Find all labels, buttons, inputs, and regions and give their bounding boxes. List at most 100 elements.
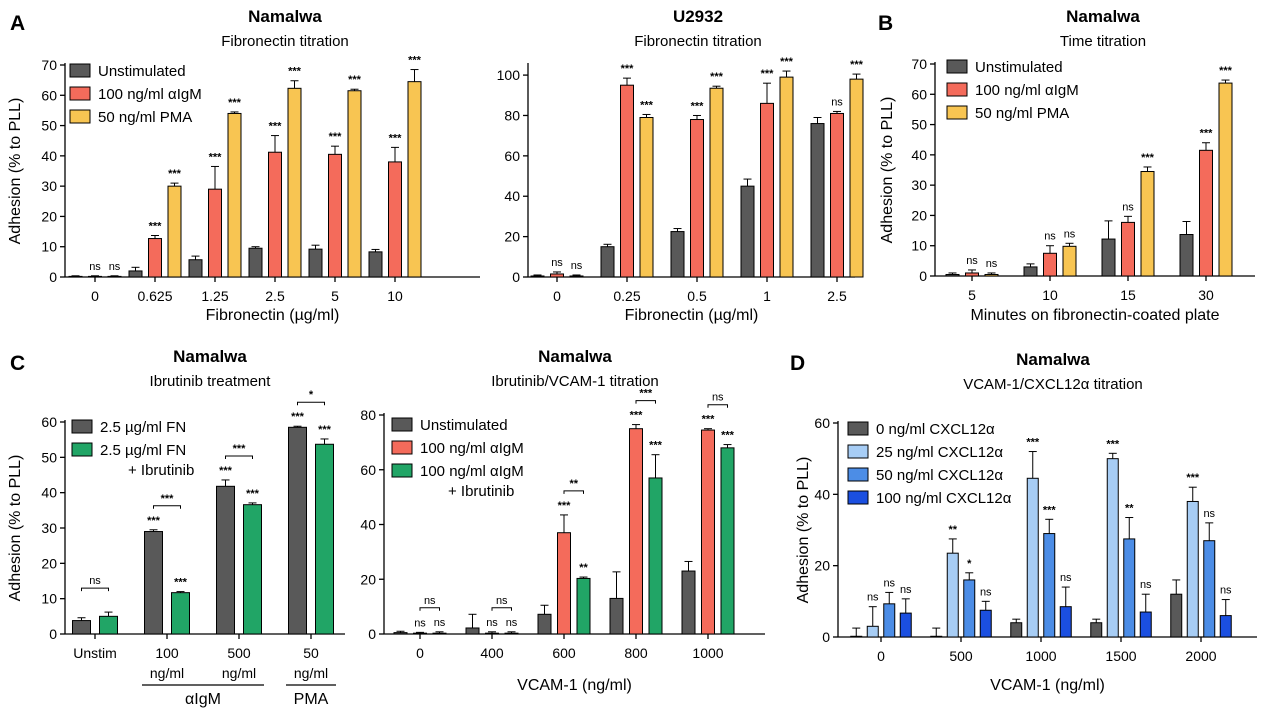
bracket-label: *** [639, 388, 653, 400]
y-tick-label: 60 [504, 148, 520, 164]
bar [760, 102, 774, 278]
y-tick-label: 40 [360, 517, 376, 533]
bar [550, 273, 564, 278]
y-tick-label: 10 [41, 591, 57, 607]
significance-label: ns [414, 617, 426, 629]
comparison-bracket [635, 400, 656, 404]
bar [963, 579, 976, 638]
significance-label: *** [630, 410, 644, 422]
bar [629, 428, 643, 635]
bar [965, 272, 979, 277]
legend-label: 25 ng/ml CXCL12α [876, 444, 1003, 461]
y-tick-label: 60 [41, 87, 57, 103]
x-tick-label: 0.625 [137, 288, 172, 304]
x-tick-label: 0 [877, 648, 885, 664]
panel-label-a: A [10, 12, 25, 35]
panel-label-d: D [790, 352, 805, 375]
bracket-label: ns [89, 575, 101, 587]
chart-subtitle: Time titration [1060, 33, 1146, 50]
legend-swatch [69, 109, 91, 124]
y-tick-label: 50 [911, 117, 927, 133]
bar [208, 188, 222, 278]
bar [485, 632, 499, 635]
x-tick-sublabel: ng/ml [150, 665, 184, 681]
bar [347, 90, 362, 278]
significance-label: *** [1026, 437, 1040, 449]
bar [227, 112, 242, 278]
y-tick-label: 40 [504, 188, 520, 204]
y-tick-label: 60 [911, 86, 927, 102]
significance-label: ns [831, 96, 843, 108]
bar [701, 429, 715, 635]
x-tick-label: 10 [387, 288, 403, 304]
bar [670, 231, 685, 278]
bar [537, 613, 552, 635]
significance-label: ns [966, 255, 978, 267]
significance-label: *** [1141, 152, 1155, 164]
significance-label: *** [1106, 438, 1120, 450]
bar [388, 161, 402, 278]
x-tick-label: 1 [763, 288, 771, 304]
y-tick-label: 40 [911, 147, 927, 163]
legend-label-line2: + Ibrutinib [128, 462, 194, 479]
significance-label: *** [408, 55, 422, 67]
y-tick-label: 40 [41, 485, 57, 501]
significance-label: *** [389, 132, 403, 144]
legend-swatch [847, 444, 869, 459]
significance-label: *** [329, 131, 343, 143]
bar [576, 577, 591, 635]
legend-label: 2.5 µg/ml FN [100, 442, 186, 459]
y-tick-label: 0 [368, 626, 376, 642]
x-tick-sublabel: ng/ml [294, 665, 328, 681]
bar [681, 570, 696, 635]
x-axis-label: Fibronectin (µg/ml) [625, 307, 759, 324]
significance-label: *** [558, 500, 572, 512]
bar [328, 153, 342, 278]
bar [984, 273, 999, 277]
group-label: αIgM [185, 691, 221, 708]
significance-label: ns [1203, 508, 1215, 520]
significance-label: *** [850, 59, 864, 71]
legend-label: 100 ng/ml αIgM [975, 82, 1079, 99]
bar [946, 552, 959, 638]
bar [639, 116, 654, 278]
bar [609, 597, 624, 635]
significance-label: ns [89, 261, 101, 273]
panel-label-b: B [878, 12, 893, 35]
x-tick-label: 800 [624, 645, 648, 661]
bar [72, 620, 91, 635]
significance-label: ns [506, 617, 518, 629]
significance-label: ns [1122, 201, 1134, 213]
chart-subtitle: Ibrutinib treatment [150, 373, 272, 390]
significance-label: ns [900, 584, 912, 596]
x-tick-label: 0 [416, 645, 424, 661]
legend-swatch [69, 86, 91, 101]
legend-label: 50 ng/ml PMA [975, 105, 1069, 122]
significance-label: *** [228, 97, 242, 109]
bar [779, 76, 794, 278]
bar [930, 635, 943, 638]
x-tick-label: 5 [331, 288, 339, 304]
bar [128, 270, 143, 278]
significance-label: *** [348, 74, 362, 86]
legend-label: Unstimulated [975, 59, 1063, 76]
bar [1121, 221, 1135, 277]
bar [1219, 615, 1232, 638]
y-tick-label: 100 [497, 67, 521, 83]
bar [709, 87, 724, 278]
significance-label: *** [621, 63, 635, 75]
bar [68, 275, 83, 278]
chart-subtitle: VCAM-1/CXCL12α titration [963, 376, 1143, 393]
legend-label: 100 ng/ml αIgM [420, 440, 524, 457]
bar [866, 625, 879, 638]
significance-label: ** [1125, 503, 1134, 515]
x-tick-label: 1.25 [201, 288, 228, 304]
significance-label: *** [710, 71, 724, 83]
bracket-label: *** [161, 493, 175, 505]
y-tick-label: 60 [360, 462, 376, 478]
legend-swatch [946, 82, 968, 97]
y-tick-label: 50 [41, 449, 57, 465]
x-tick-label: 30 [1198, 287, 1214, 303]
x-tick-label: 10 [1042, 287, 1058, 303]
y-tick-label: 10 [41, 239, 57, 255]
